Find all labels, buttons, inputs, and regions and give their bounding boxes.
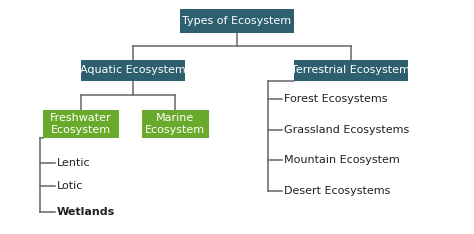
Text: Types of Ecosystem: Types of Ecosystem <box>182 16 292 26</box>
Text: Lotic: Lotic <box>57 181 83 191</box>
Text: Lentic: Lentic <box>57 158 91 168</box>
Text: Terrestrial Ecosystem: Terrestrial Ecosystem <box>292 65 410 75</box>
FancyBboxPatch shape <box>142 110 209 138</box>
Text: Desert Ecosystems: Desert Ecosystems <box>284 186 391 196</box>
Text: Forest Ecosystems: Forest Ecosystems <box>284 95 388 104</box>
Text: Mountain Ecosystem: Mountain Ecosystem <box>284 155 400 165</box>
Text: Freshwater
Ecosystem: Freshwater Ecosystem <box>50 113 111 135</box>
FancyBboxPatch shape <box>180 9 294 33</box>
Text: Wetlands: Wetlands <box>57 207 115 217</box>
Text: Grassland Ecosystems: Grassland Ecosystems <box>284 125 410 135</box>
FancyBboxPatch shape <box>43 110 118 138</box>
FancyBboxPatch shape <box>81 60 185 81</box>
Text: Marine
Ecosystem: Marine Ecosystem <box>146 113 205 135</box>
Text: Aquatic Ecosystem: Aquatic Ecosystem <box>80 65 186 75</box>
FancyBboxPatch shape <box>294 60 408 81</box>
